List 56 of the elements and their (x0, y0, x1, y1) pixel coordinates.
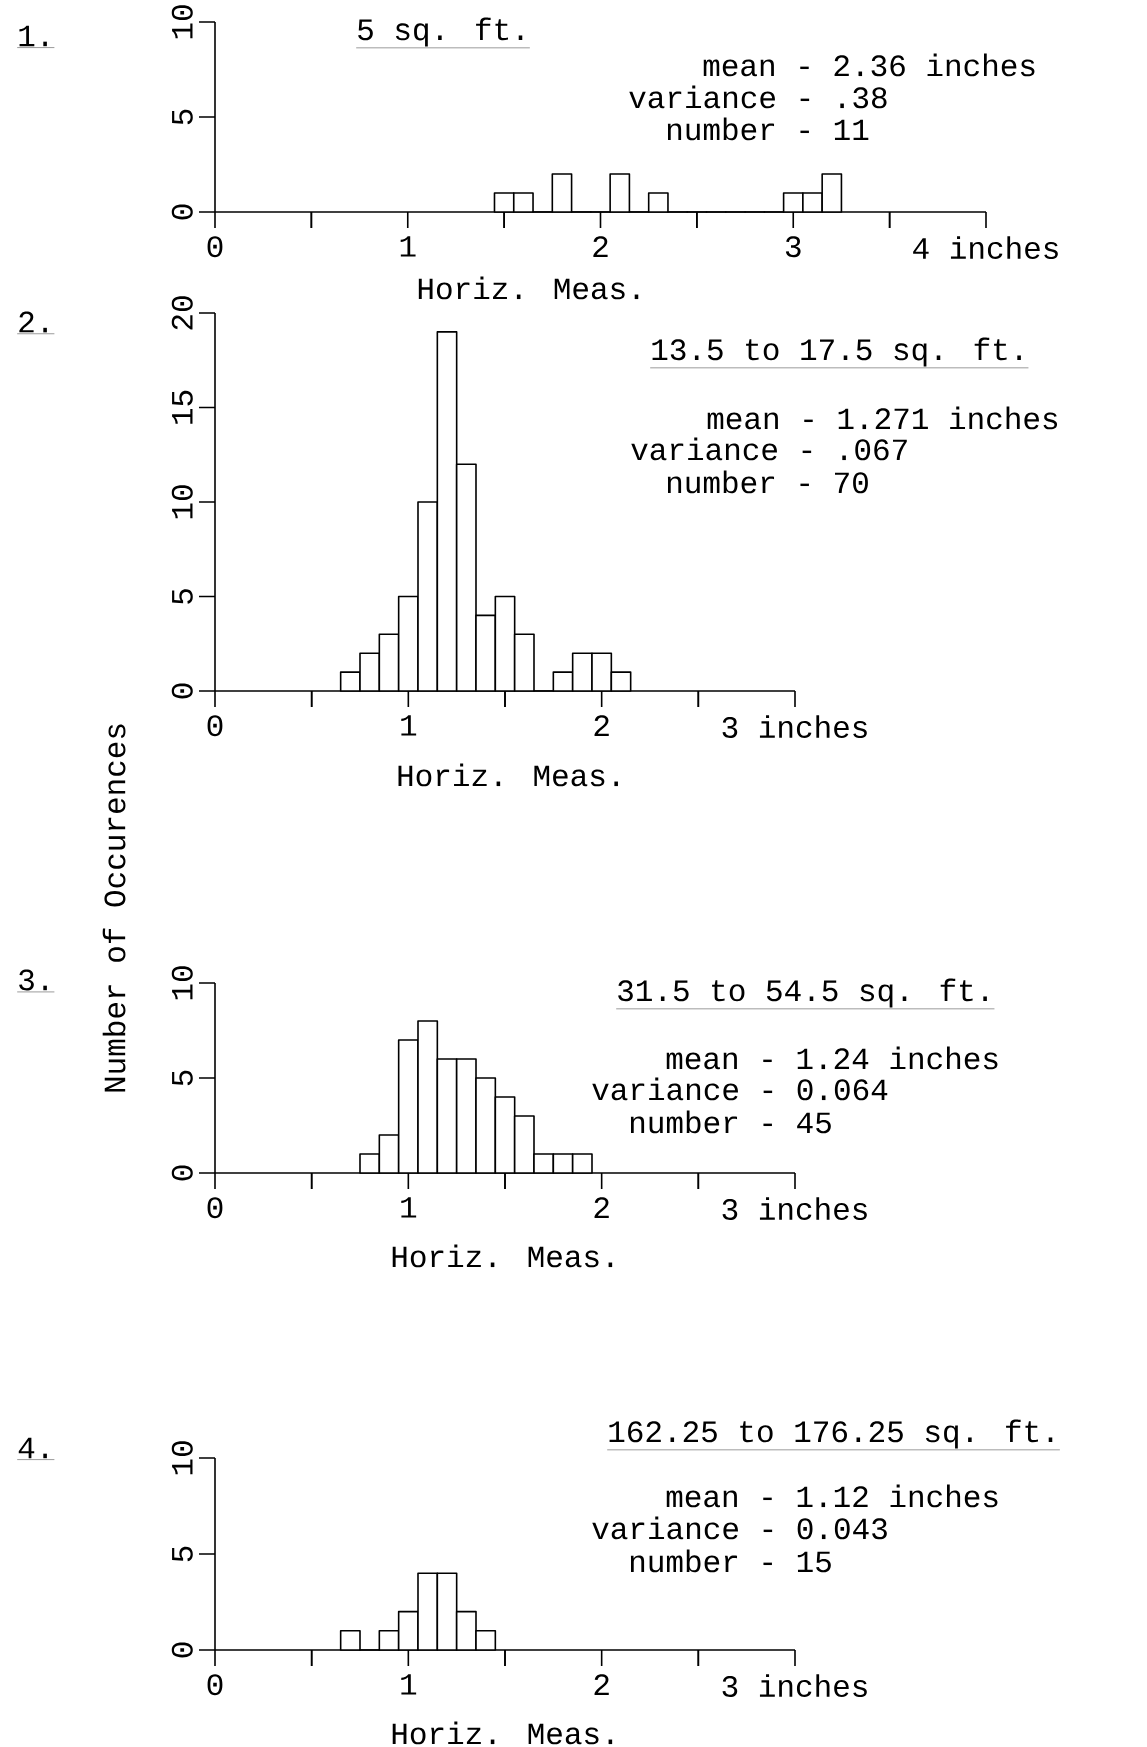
x-tick-label: 1 (401, 1197, 417, 1218)
x-tick-label: 3 inches (722, 715, 867, 738)
x-tick-label: 3 inches (722, 1674, 867, 1697)
x-tick-label: 0 (207, 236, 223, 258)
text: 1. (19, 25, 47, 47)
text: 4. (18, 1437, 47, 1459)
x-tick-label: 2 (593, 236, 608, 257)
x-tick-label: 2 (594, 1674, 609, 1695)
y-tick-label: 10 (171, 5, 193, 39)
chart-title: 162.25 to 176.25 sq. ft. (609, 1419, 1053, 1449)
y-tick-label: 5 (172, 109, 193, 125)
y-tick-label: 20 (171, 296, 193, 330)
x-tick-label: 1 (401, 1674, 417, 1695)
x-tick-label: 0 (207, 1197, 223, 1219)
y-tick-label: 0 (171, 1642, 193, 1658)
x-tick-label: 4 inches (913, 236, 1058, 259)
annotation: mean - 1.12 inches (666, 1484, 998, 1508)
y-tick-label: 5 (172, 1070, 193, 1086)
y-tick-label: 5 (172, 1546, 193, 1562)
annotation: number - 15 (630, 1549, 831, 1573)
y-tick-label: 10 (171, 1441, 193, 1475)
annotation: number - 45 (630, 1110, 831, 1134)
y-tick-label: 0 (171, 1165, 193, 1181)
x-tick-label: 0 (207, 715, 223, 737)
annotation: variance - .38 (629, 85, 887, 109)
y-tick-label: 5 (172, 589, 193, 604)
x-tick-label: 0 (207, 1674, 223, 1696)
x-tick-label: 2 (594, 715, 609, 736)
x-tick-label: 1 (401, 715, 417, 736)
annotation: number - 70 (667, 470, 868, 494)
x-tick-label: 3 (785, 236, 801, 258)
annotation: mean - 1.271 inches (707, 406, 1058, 430)
text: 13.5 to 17.5 sq. ft. (652, 337, 1021, 367)
y-tick-label: 15 (172, 390, 193, 424)
x-axis-title: Horiz. Meas. (398, 763, 618, 787)
x-tick-label: 2 (594, 1197, 609, 1218)
chart-title: 5 sq. ft. (358, 17, 523, 47)
annotation: mean - 1.24 inches (666, 1046, 998, 1070)
x-tick-label: 3 inches (722, 1197, 867, 1220)
text: 3. (19, 969, 47, 991)
annotation: number - 11 (667, 117, 869, 141)
text: 2. (19, 311, 47, 333)
annotation: variance - 0.043 (592, 1516, 887, 1540)
y-tick-label: 10 (171, 966, 193, 1000)
annotation: variance - .067 (631, 437, 907, 461)
x-tick-label: 1 (400, 236, 416, 257)
y-axis-title: Number of Occurences (102, 724, 126, 1092)
annotation: mean - 2.36 inches (703, 53, 1035, 77)
y-tick-label: 0 (171, 204, 193, 220)
chart-title: 31.5 to 54.5 sq. ft. (618, 978, 987, 1008)
x-axis-title: Horiz. Meas. (392, 1244, 613, 1268)
x-axis-title: Horiz. Meas. (418, 276, 639, 300)
y-tick-label: 10 (171, 485, 193, 519)
annotation: variance - 0.064 (592, 1077, 888, 1101)
y-tick-label: 0 (171, 683, 193, 699)
x-axis-title: Horiz. Meas. (392, 1721, 613, 1745)
